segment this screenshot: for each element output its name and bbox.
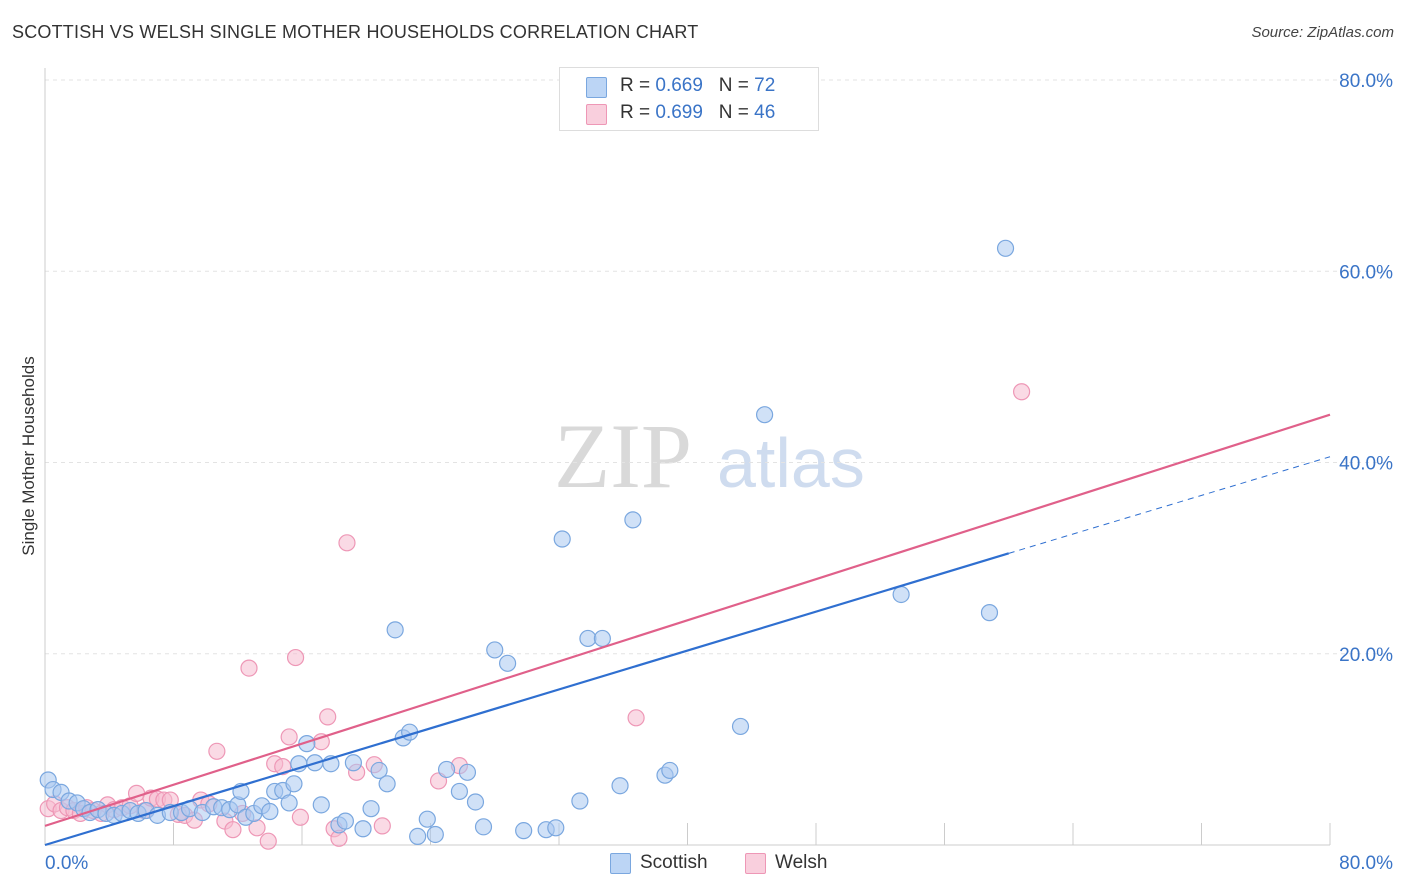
correlation-legend: R = 0.669 N = 72 R = 0.699 N = 46	[559, 67, 819, 131]
watermark-zip: ZIP	[554, 405, 692, 507]
scottish-point	[499, 654, 517, 672]
welsh-point	[1012, 383, 1031, 401]
y-tick-label: 40.0%	[1339, 454, 1393, 475]
welsh-point	[208, 742, 226, 760]
y-tick-label: 20.0%	[1339, 645, 1393, 666]
legend-r-label: R =	[620, 102, 656, 123]
welsh-point	[338, 534, 356, 552]
scottish-point	[996, 239, 1015, 257]
watermark: ZIP atlas	[554, 405, 865, 507]
trend-lines	[44, 413, 1331, 847]
scottish-point	[280, 794, 298, 812]
scottish-point	[466, 793, 485, 811]
scottish-point	[354, 820, 372, 838]
scottish-point	[661, 761, 679, 780]
scottish-point	[553, 530, 571, 548]
welsh-point	[286, 648, 305, 667]
y-tick-label: 60.0%	[1339, 262, 1393, 283]
legend-swatch-scottish	[586, 77, 607, 98]
scottish-point	[624, 511, 642, 529]
welsh-point	[224, 821, 242, 839]
x-tick-label: 0.0%	[45, 853, 88, 874]
scottish-point	[344, 754, 362, 772]
legend-r-value-welsh: 0.699	[655, 102, 703, 123]
scottish-trend-extension	[1008, 456, 1331, 554]
scottish-point	[312, 796, 330, 814]
scottish-point	[892, 585, 910, 604]
scottish-point	[450, 782, 469, 801]
scottish-point	[378, 775, 396, 793]
welsh-point	[319, 708, 337, 726]
scottish-trend-line	[44, 552, 1010, 847]
legend-swatch-welsh	[586, 104, 607, 125]
legend-n-value-welsh: 46	[754, 102, 776, 123]
legend-n-value-scottish: 72	[754, 75, 776, 96]
legend-r-label: R =	[620, 75, 656, 96]
welsh-trend-line	[44, 413, 1331, 827]
tick-labels: 20.0% 40.0% 60.0% 80.0% 0.0% 80.0%	[45, 71, 1393, 874]
legend-swatch-scottish	[610, 853, 631, 874]
scottish-point	[593, 629, 611, 648]
y-axis-label: Single Mother Households	[19, 356, 38, 555]
scottish-point	[386, 621, 404, 639]
welsh-point	[280, 728, 298, 746]
scottish-point	[285, 775, 303, 793]
x-tick-label: 80.0%	[1339, 853, 1393, 874]
grid	[45, 79, 1392, 655]
scottish-series	[39, 239, 1015, 845]
scottish-point	[437, 760, 456, 779]
legend-n-label: N =	[718, 75, 755, 96]
legend-r-value-scottish: 0.669	[655, 75, 703, 96]
scottish-point	[370, 761, 388, 780]
legend-label-scottish: Scottish	[640, 852, 708, 873]
scottish-point	[261, 802, 279, 821]
scottish-point	[980, 604, 999, 622]
scottish-point	[409, 827, 427, 845]
scottish-point	[418, 810, 436, 828]
scottish-point	[336, 812, 354, 830]
scottish-point	[611, 777, 629, 795]
legend-label-welsh: Welsh	[775, 852, 828, 873]
y-tick-label: 80.0%	[1339, 71, 1393, 92]
source-label: Source: ZipAtlas.com	[1251, 24, 1394, 41]
welsh-point	[627, 709, 645, 727]
welsh-point	[291, 808, 309, 826]
scottish-point	[426, 825, 444, 844]
scottish-point	[755, 406, 774, 424]
scottish-point	[515, 822, 533, 840]
scottish-point	[571, 792, 589, 810]
axes	[44, 68, 1331, 846]
scottish-point	[547, 819, 565, 837]
scottish-point	[458, 763, 477, 781]
chart-title: SCOTTISH VS WELSH SINGLE MOTHER HOUSEHOL…	[12, 22, 699, 42]
welsh-point	[240, 659, 258, 677]
welsh-point	[259, 832, 277, 850]
legend-swatch-welsh	[745, 853, 766, 874]
scottish-point	[486, 641, 504, 659]
legend-n-label: N =	[718, 102, 755, 123]
scottish-point	[362, 800, 380, 818]
welsh-point	[373, 817, 391, 835]
scottish-point	[731, 717, 750, 736]
scottish-point	[474, 818, 493, 836]
scottish-point	[579, 629, 597, 648]
